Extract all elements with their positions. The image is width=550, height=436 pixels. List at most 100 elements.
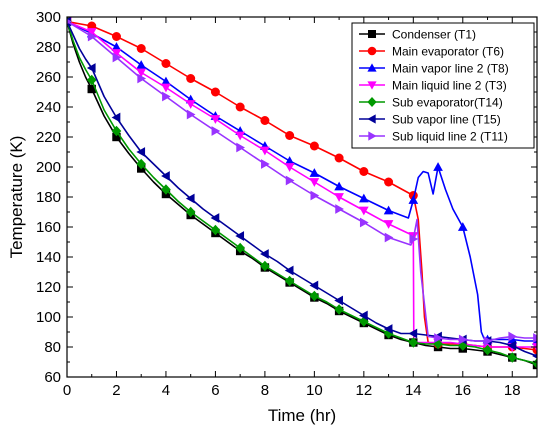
y-tick-label: 280 [36, 39, 61, 56]
data-point [111, 32, 121, 41]
series-line [67, 20, 537, 342]
data-point [458, 334, 468, 345]
data-point [185, 206, 196, 218]
series-line [67, 20, 537, 342]
data-point [359, 217, 369, 228]
legend-label: Main vapor line 2 (T8) [392, 62, 509, 76]
data-point [211, 126, 221, 136]
x-tick-label: 16 [454, 382, 471, 399]
legend-item: Main vapor line 2 (T8) [359, 62, 509, 76]
data-point [137, 73, 147, 84]
legend: Condenser (T1) Main evaporator (T6) Main v… [351, 22, 535, 149]
data-point [161, 184, 171, 195]
data-point [434, 333, 443, 343]
data-point [260, 116, 270, 125]
legend-item: Sub vapor line (T15) [359, 113, 501, 127]
data-point [210, 115, 221, 124]
data-point [136, 60, 147, 69]
data-point [86, 28, 97, 37]
y-tick-label: 60 [44, 369, 61, 386]
axes: 0 2 4 6 8 10 12 14 16 18 60 80 100 120 140 160 180 200 220… [36, 9, 538, 399]
x-tick-label: 6 [211, 382, 219, 399]
data-point [111, 42, 122, 51]
y-tick-label: 240 [36, 99, 61, 116]
data-point [309, 178, 320, 187]
legend-item: Sub liquid line 2 (T11) [359, 130, 508, 144]
data-point [136, 158, 147, 170]
plot-area [67, 17, 537, 370]
legend-marker [367, 96, 377, 108]
data-point [334, 181, 344, 191]
y-tick-label: 220 [36, 129, 61, 146]
y-tick-label: 160 [36, 219, 61, 236]
data-point [359, 193, 369, 203]
y-tick-label: 100 [36, 309, 61, 326]
data-point [285, 131, 295, 140]
data-point [260, 260, 270, 272]
data-point [408, 337, 419, 348]
data-point [111, 49, 122, 58]
data-point [261, 159, 270, 169]
data-point [309, 141, 319, 151]
data-point [86, 63, 96, 73]
data-point [408, 328, 418, 339]
data-point [112, 132, 121, 142]
data-point [161, 171, 170, 181]
legend-label: Sub vapor line (T15) [392, 113, 501, 127]
series-3 [67, 17, 537, 352]
data-point [136, 147, 146, 157]
legend-item: Sub evaporator(T14) [359, 96, 503, 110]
data-point [383, 220, 394, 229]
data-point [309, 280, 319, 291]
data-point [67, 18, 72, 25]
x-tick-label: 2 [112, 382, 120, 399]
data-point [235, 131, 245, 141]
data-point [507, 352, 518, 363]
data-point [87, 84, 96, 94]
data-point [161, 76, 171, 86]
legend-item: Main evaporator (T6) [359, 45, 504, 59]
data-point [284, 275, 295, 287]
legend-label: Main evaporator (T6) [392, 45, 504, 59]
x-tick-label: 8 [261, 382, 269, 399]
data-point [185, 193, 195, 204]
data-point [507, 340, 517, 351]
data-point [185, 100, 196, 109]
data-point [235, 231, 245, 241]
data-point [334, 153, 344, 163]
data-point [532, 343, 537, 352]
data-point [235, 102, 245, 112]
series-line [67, 20, 537, 348]
data-point [433, 162, 443, 171]
y-tick-label: 120 [36, 279, 61, 296]
y-tick-label: 80 [44, 339, 61, 356]
x-tick-label: 4 [162, 382, 170, 399]
data-point [334, 304, 344, 315]
y-axis-title: Temperature (K) [7, 136, 26, 259]
y-tick-label: 260 [36, 69, 61, 86]
data-point [210, 224, 221, 236]
data-point [111, 112, 121, 123]
legend-label: Condenser (T1) [392, 28, 476, 42]
data-point [359, 167, 369, 176]
legend-marker [368, 131, 377, 141]
y-tick-label: 180 [36, 189, 61, 206]
data-point [260, 146, 270, 156]
x-tick-label: 14 [405, 382, 422, 399]
legend-marker [367, 63, 377, 72]
data-point [285, 175, 295, 186]
data-point [309, 168, 320, 177]
data-point [408, 195, 419, 204]
data-point [359, 206, 369, 216]
data-point [136, 44, 146, 53]
legend-marker [367, 46, 377, 56]
series-6 [67, 18, 537, 346]
data-point [309, 290, 320, 302]
legend-marker [368, 30, 376, 38]
data-point [310, 190, 320, 201]
data-point [482, 344, 493, 356]
data-point [384, 232, 394, 243]
data-point [260, 249, 269, 259]
x-tick-label: 18 [504, 382, 521, 399]
